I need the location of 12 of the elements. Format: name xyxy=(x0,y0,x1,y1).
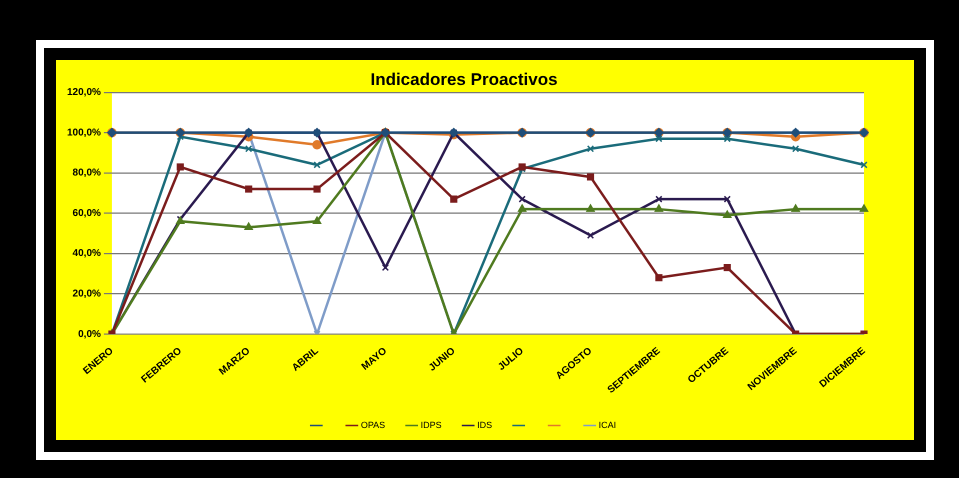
y-tick-label: 60,0% xyxy=(72,208,102,219)
y-tick-label: 0,0% xyxy=(78,328,102,340)
legend-label: IDS xyxy=(477,420,492,430)
y-tick-label: 80,0% xyxy=(72,168,102,179)
chart-title: Indicadores Proactivos xyxy=(370,70,558,89)
legend-label: OPAS xyxy=(360,420,386,430)
y-tick-label: 40,0% xyxy=(72,248,102,260)
legend-label: ICAI xyxy=(598,420,616,430)
y-tick-label: 120,0% xyxy=(66,87,102,98)
y-tick-label: 20,0% xyxy=(72,288,102,300)
y-tick-label: 100,0% xyxy=(66,127,102,138)
legend-label: IDPS xyxy=(420,420,442,430)
